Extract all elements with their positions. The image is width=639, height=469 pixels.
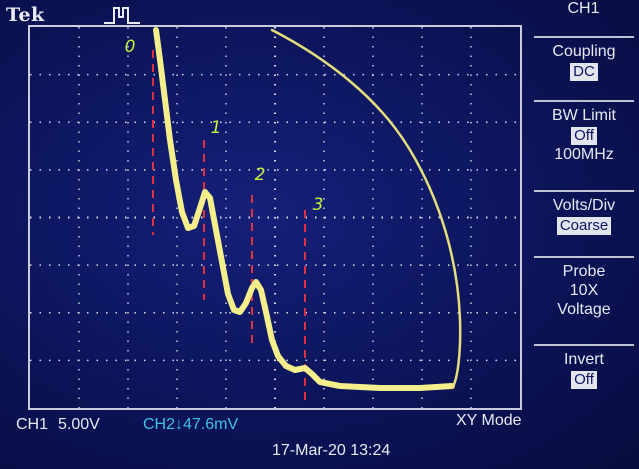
volts-div-button[interactable]: Volts/Div Coarse (534, 190, 634, 252)
coupling-value: DC (570, 63, 598, 81)
probe-button[interactable]: Probe 10X Voltage (534, 256, 634, 336)
graticule-grid (30, 27, 520, 408)
invert-value: Off (571, 371, 597, 389)
volts-div-value: Coarse (556, 217, 612, 235)
brand-logo: Tek (6, 4, 45, 26)
xy-trace-arc (270, 28, 462, 390)
date-time: 17-Mar-20 13:24 (272, 442, 391, 459)
marker-lines (152, 50, 306, 405)
bw-limit-frequency: 100MHz (554, 146, 614, 163)
ch2-readout: CH2↓47.6mV (143, 416, 239, 433)
coupling-label: Coupling (552, 43, 616, 60)
annotation-label: 2 (255, 165, 266, 185)
xy-trace-left (153, 27, 455, 391)
probe-attenuation: 10X (569, 282, 599, 299)
bw-limit-button[interactable]: BW Limit Off 100MHz (534, 100, 634, 180)
bw-limit-label: BW Limit (552, 107, 616, 124)
invert-label: Invert (563, 351, 604, 368)
annotation-label: 1 (211, 118, 222, 138)
probe-type: Voltage (557, 301, 611, 318)
trigger-status-icon (104, 7, 140, 24)
side-menu: CH1 Coupling DC BW Limit Off 100MHz Volt… (528, 0, 639, 420)
menu-title: CH1 (567, 0, 600, 17)
invert-button[interactable]: Invert Off (534, 344, 634, 408)
coupling-button[interactable]: Coupling DC (534, 36, 634, 96)
graticule-frame (28, 25, 522, 410)
annotation-labels: 0 1 2 3 (125, 37, 324, 215)
annotation-label: 3 (313, 195, 324, 215)
ch1-name: CH1 (16, 416, 49, 433)
ch1-scale: 5.00V (58, 416, 100, 433)
annotation-label: 0 (125, 37, 136, 57)
ch1-readout: CH1 5.00V (16, 416, 100, 434)
volts-div-label: Volts/Div (552, 197, 616, 214)
bw-limit-value: Off (571, 127, 597, 145)
display-mode: XY Mode (456, 412, 522, 429)
probe-label: Probe (562, 263, 606, 280)
